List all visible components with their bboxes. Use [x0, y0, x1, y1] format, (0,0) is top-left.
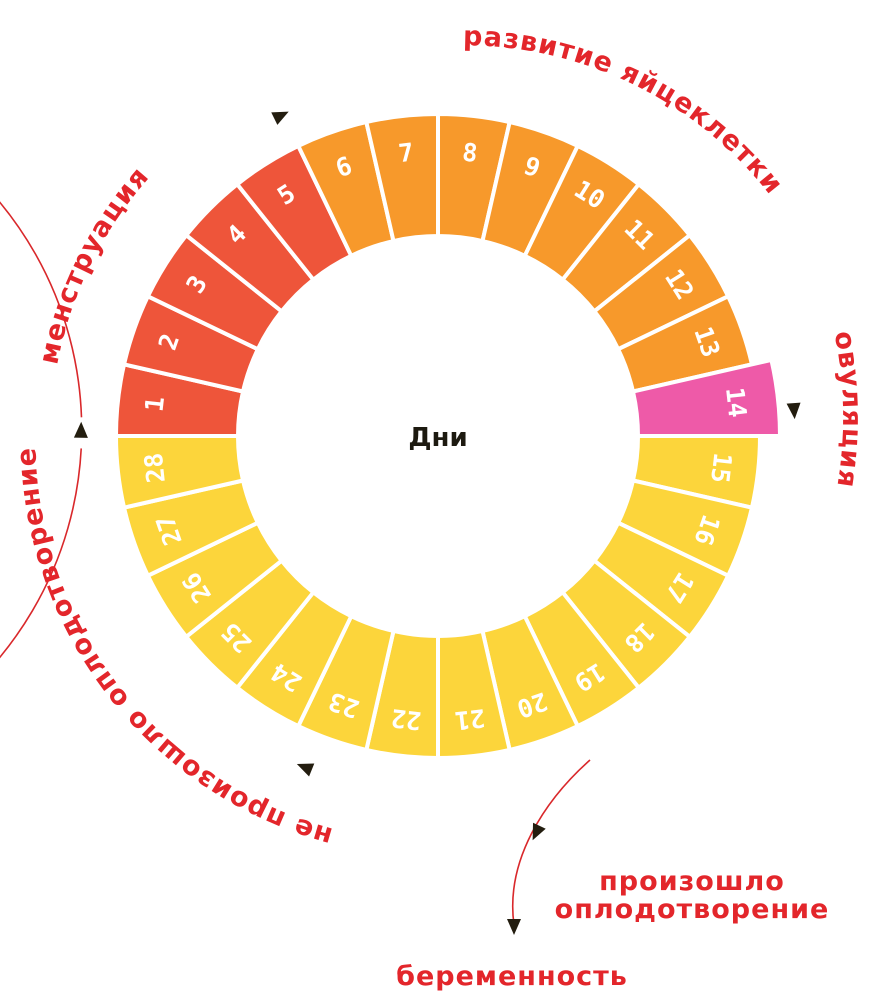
cycle-arc	[0, 201, 83, 659]
center-label: Дни	[408, 423, 467, 453]
fertilization-branch-line	[512, 759, 591, 926]
day-number: 7	[397, 138, 415, 169]
arrowhead-icon	[507, 919, 521, 935]
day-segment-13: 13	[615, 293, 755, 394]
arrowhead-icon	[73, 421, 88, 438]
day-number: 28	[139, 451, 171, 484]
day-number: 21	[453, 703, 486, 735]
day-segment-3: 3	[145, 232, 285, 352]
day-segment-10: 10	[522, 143, 642, 283]
day-segment-14: 14	[630, 357, 783, 438]
label-pregnancy: беременность	[396, 961, 628, 992]
day-segment-shape	[630, 357, 783, 438]
day-number: 14	[720, 386, 752, 419]
arrowhead-icon	[271, 111, 289, 125]
label-fertilization-line2: оплодотворение	[555, 894, 830, 925]
day-segment-shape	[113, 434, 246, 511]
day-number: 15	[705, 451, 737, 484]
day-number: 8	[461, 138, 479, 169]
day-number: 1	[140, 395, 171, 413]
arrowhead-icon	[786, 402, 801, 420]
label-fertilization-line1: произошло	[599, 866, 785, 897]
arrowhead-icon	[532, 822, 546, 841]
cycle-arrows	[0, 111, 801, 935]
arrowhead-icon	[296, 763, 315, 777]
day-number: 22	[390, 703, 423, 735]
day-segment-28: 28	[113, 434, 246, 511]
label-ovulation: овуляция	[828, 329, 868, 491]
